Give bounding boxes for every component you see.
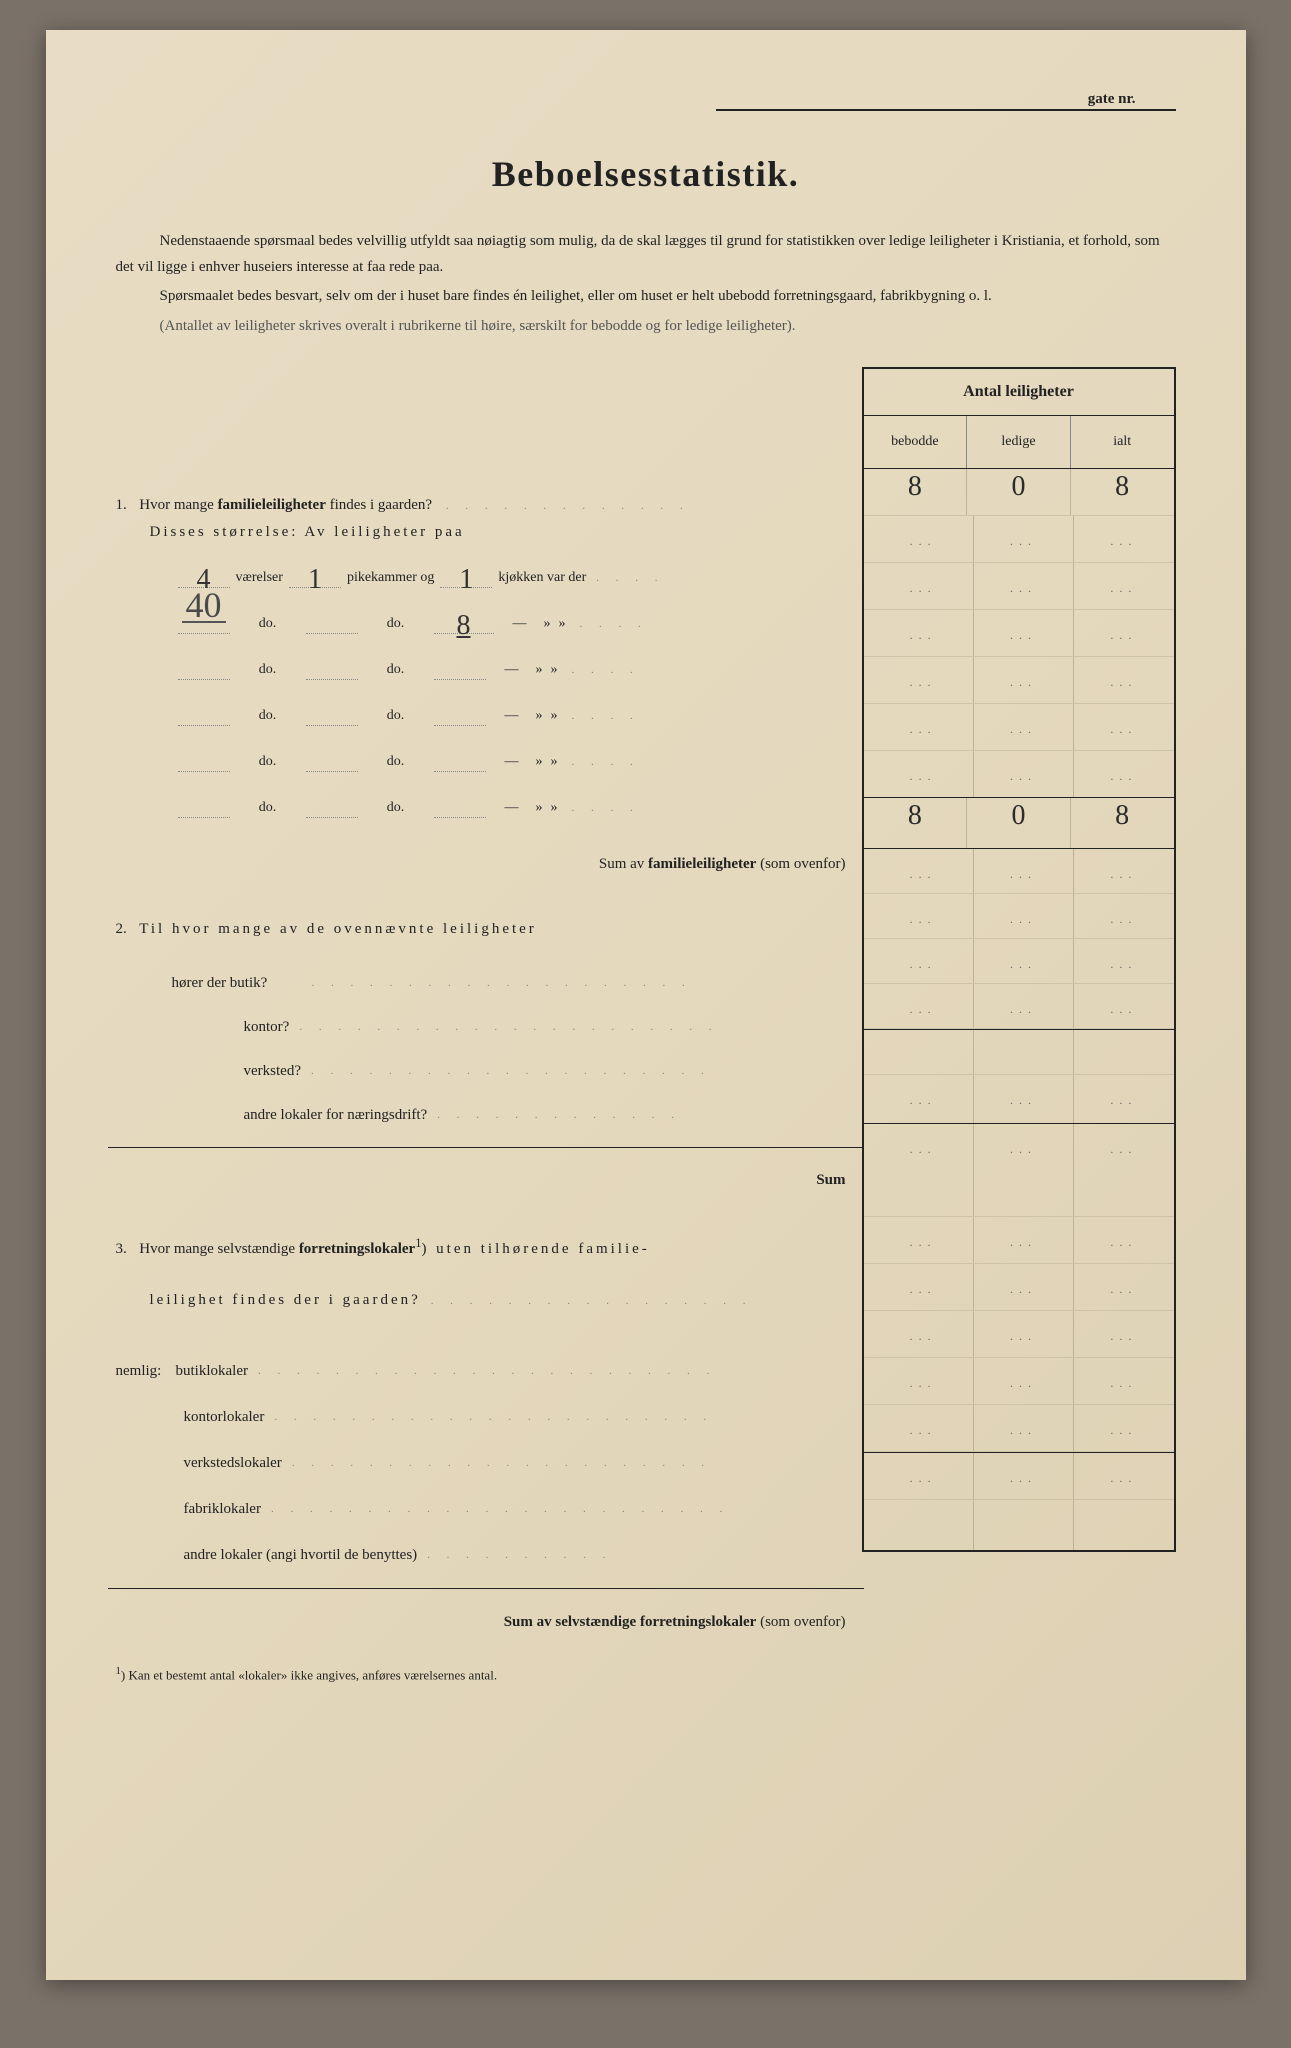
q3-andre: andre lokaler (angi hvortil de benyttes)…: [184, 1532, 856, 1578]
gate-number-field: gate nr.: [116, 90, 1176, 111]
intro-p1: Nedenstaaende spørsmaal bedes velvillig …: [116, 229, 1176, 280]
q3-sum: Sum av selvstændige forretningslokaler (…: [116, 1597, 856, 1647]
q1-ialt: 8: [1070, 469, 1174, 515]
q3-row-kontor: .........: [864, 1264, 1174, 1311]
col-bebodde: bebodde: [864, 416, 967, 468]
size-row-4: do. do. —»» . . . .: [172, 693, 856, 739]
q1-row: 8 0 8: [864, 469, 1174, 516]
size-row-3: do. do. —»» . . . .: [172, 647, 856, 693]
size-row-blank: .........: [864, 657, 1174, 704]
document-page: gate nr. Beboelsesstatistik. Nedenstaaen…: [46, 30, 1246, 1980]
q2-row-andre: .........: [864, 984, 1174, 1029]
q2-row-verksted: .........: [864, 939, 1174, 984]
q2-andre: andre lokaler for næringsdrift?. . . . .…: [244, 1093, 856, 1137]
divider: [108, 1588, 864, 1589]
col-ialt: ialt: [1070, 416, 1174, 468]
q3-line2: leilighet findes der i gaarden?. . . . .…: [150, 1292, 856, 1338]
q3-row-main: .........: [864, 1124, 1174, 1217]
q2: 2. Til hvor mange av de ovennævnte leili…: [116, 921, 856, 951]
handwritten-40: 40: [182, 589, 226, 623]
q3-sum-row: [864, 1500, 1174, 1552]
q1-sum-row: 8 0 8: [864, 798, 1174, 849]
q1-text-a: Hvor mange: [139, 497, 217, 513]
q1-subtitle: Disses størrelse: Av leiligheter paa: [150, 524, 856, 541]
size-row-6: do. do. —»» . . . .: [172, 785, 856, 831]
q1-sum-ialt: 8: [1070, 798, 1174, 848]
q1: 1. Hvor mange familieleiligheter findes …: [116, 497, 856, 514]
q3-row-andre: .........: [864, 1405, 1174, 1452]
q3-row-fabrik: .........: [864, 1358, 1174, 1405]
q2-row-kontor: .........: [864, 894, 1174, 939]
q3-row-verksted: .........: [864, 1311, 1174, 1358]
q3-row-butik: .........: [864, 1217, 1174, 1264]
size-row-blank: .........: [864, 563, 1174, 610]
footnote: 1) Kan et bestemt antal «lokaler» ikke a…: [116, 1665, 1176, 1683]
divider: [108, 1147, 864, 1148]
q3-fabrik: fabriklokaler. . . . . . . . . . . . . .…: [184, 1486, 856, 1532]
q1-bold: familieleiligheter: [218, 497, 326, 513]
table-column-headers: bebodde ledige ialt: [864, 416, 1174, 469]
q3-verksted: verkstedslokaler. . . . . . . . . . . . …: [184, 1440, 856, 1486]
q1-sum-label: Sum av familieleiligheter (som ovenfor): [116, 839, 856, 889]
size-row-2: do. do. 8 —»» . . . .: [172, 601, 856, 647]
val-pike: 1: [289, 569, 341, 588]
intro-p2: Spørsmaalet bedes besvart, selv om der i…: [116, 284, 1176, 310]
lbl-pike: pikekammer og: [347, 570, 434, 586]
q2-kontor: kontor?. . . . . . . . . . . . . . . . .…: [244, 1005, 856, 1049]
q3-spacer: .........: [864, 1452, 1174, 1500]
table-header: Antal leiligheter: [864, 369, 1174, 416]
q1-ledige: 0: [966, 469, 1070, 515]
q2-sum: Sum: [116, 1156, 856, 1204]
q3-nemlig: nemlig: butiklokaler. . . . . . . . . . …: [116, 1348, 856, 1394]
q1-sum-bebodde: 8: [864, 798, 967, 848]
size-row-5: do. do. —»» . . . .: [172, 739, 856, 785]
size-row-1: 4 værelser 1 pikekammer og 1 kjøkken var…: [172, 555, 856, 601]
q2-sum-row: .........: [864, 1075, 1174, 1124]
size-row-blank: .........: [864, 516, 1174, 563]
q1-sum-ledige: 0: [966, 798, 1070, 848]
lbl-vaerelser: værelser: [236, 570, 283, 586]
q1-bebodde: 8: [864, 469, 967, 515]
size-row-blank: .........: [864, 610, 1174, 657]
count-table: Antal leiligheter bebodde ledige ialt 8 …: [862, 367, 1176, 1552]
size-row-blank: .........: [864, 751, 1174, 798]
intro-p3: (Antallet av leiligheter skrives overalt…: [116, 314, 1176, 340]
val-kjokken: 1: [440, 569, 492, 588]
q2-line1: Til hvor mange av de ovennævnte leilighe…: [139, 921, 537, 937]
col-ledige: ledige: [966, 416, 1070, 468]
intro-text: Nedenstaaende spørsmaal bedes velvillig …: [116, 229, 1176, 339]
gate-label: gate nr.: [1088, 91, 1136, 107]
q3-kontor: kontorlokaler. . . . . . . . . . . . . .…: [184, 1394, 856, 1440]
q1-text-b: findes i gaarden?: [326, 497, 432, 513]
q2-row-butik: .........: [864, 849, 1174, 894]
handwritten-8: 8: [434, 615, 494, 634]
page-title: Beboelsesstatistik.: [116, 153, 1176, 195]
lbl-kjokken: kjøkken var der: [498, 570, 586, 586]
size-row-blank: .........: [864, 704, 1174, 751]
q2-butik: hører der butik?. . . . . . . . . . . . …: [172, 961, 856, 1005]
q2-spacer: [864, 1029, 1174, 1075]
questions-area: 1. Hvor mange familieleiligheter findes …: [116, 367, 856, 1647]
q3-line1: 3. Hvor mange selvstændige forretningslo…: [116, 1236, 856, 1282]
q2-verksted: verksted?. . . . . . . . . . . . . . . .…: [244, 1049, 856, 1093]
